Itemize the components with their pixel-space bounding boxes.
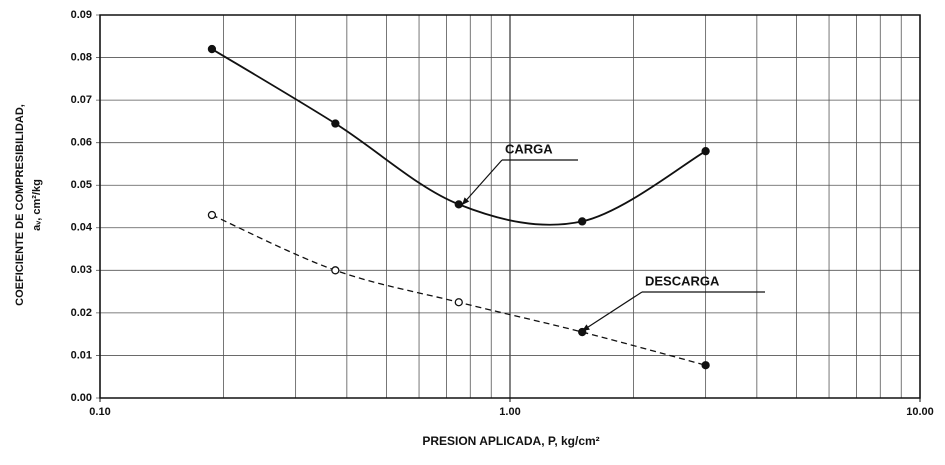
data-point — [701, 147, 710, 156]
x-tick-label: 10.00 — [906, 406, 934, 418]
y-axis-label: COEFICIENTE DE COMPRESIBILIDAD, — [14, 104, 26, 306]
y-tick-label: 0.08 — [71, 51, 92, 63]
y-tick-label: 0.04 — [71, 222, 93, 234]
data-point — [701, 361, 710, 370]
annotation-arrowhead — [462, 197, 470, 205]
x-tick-label: 0.10 — [89, 406, 110, 418]
y-tick-label: 0.05 — [71, 179, 92, 191]
data-point — [578, 217, 587, 226]
data-point — [331, 266, 340, 275]
y-tick-label: 0.09 — [71, 9, 92, 21]
annotation-label: CARGA — [505, 141, 553, 156]
plot-frame — [99, 14, 921, 399]
annotation-arrowhead — [582, 324, 590, 331]
annotation-arrow — [461, 159, 503, 206]
series-line — [211, 48, 707, 226]
data-point — [454, 298, 463, 307]
data-point — [207, 210, 217, 220]
data-point — [331, 119, 340, 128]
y-tick-label: 0.03 — [71, 264, 92, 276]
y-tick-label: 0.02 — [71, 307, 92, 319]
x-axis-label: PRESION APLICADA, P, kg/cm² — [422, 434, 599, 448]
y-tick-label: 0.01 — [71, 349, 92, 361]
y-tick-label: 0.06 — [71, 137, 92, 149]
y-axis-label: aᵥ, cm²/kg — [31, 179, 43, 231]
annotation-label: DESCARGA — [645, 273, 720, 288]
y-tick-label: 0.07 — [71, 94, 92, 106]
x-tick-label: 1.00 — [499, 406, 520, 418]
annotation-arrow — [581, 291, 643, 332]
data-point — [207, 44, 217, 54]
data-point — [454, 200, 463, 209]
series-line — [211, 214, 706, 366]
y-tick-label: 0.00 — [71, 392, 92, 404]
